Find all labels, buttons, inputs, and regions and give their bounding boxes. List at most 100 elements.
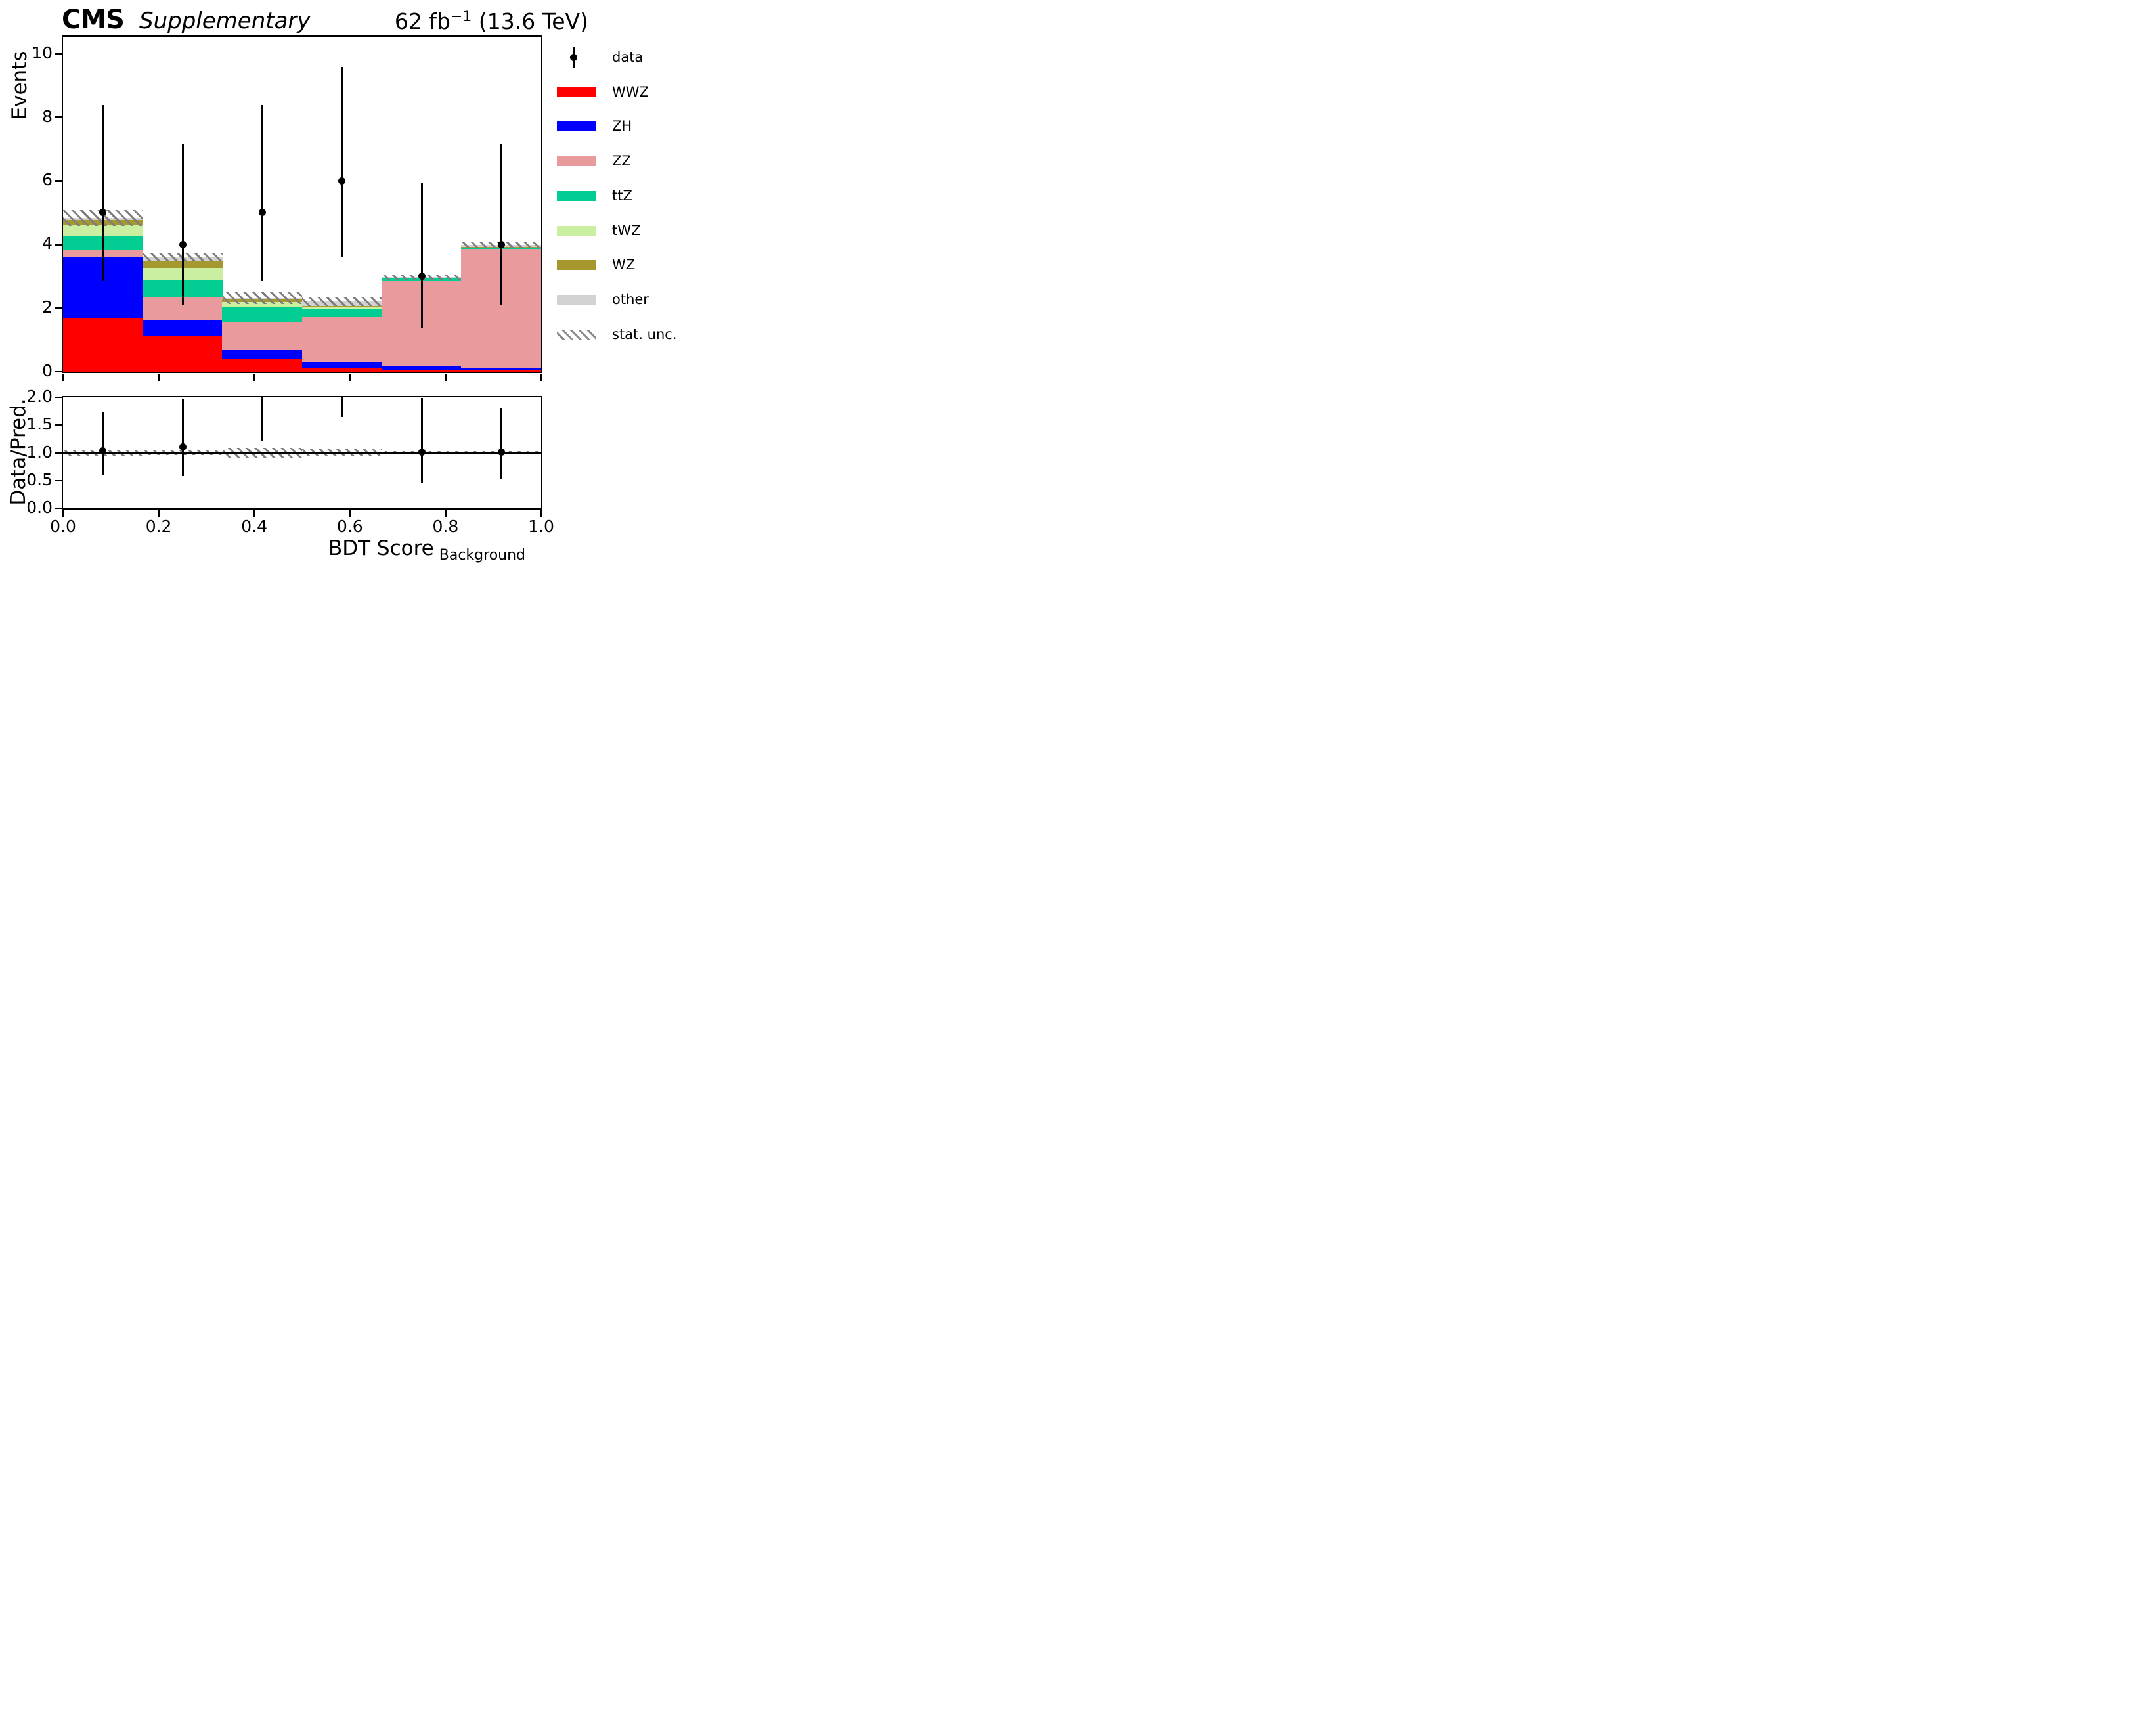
main-x-tick [540, 373, 542, 381]
data-error-bar [181, 144, 184, 305]
ratio-error-bar [420, 397, 423, 483]
legend-item-label: WWZ [612, 83, 649, 100]
legend-item-ttz: ttZ [556, 186, 717, 206]
stack-segment-ZH [382, 365, 462, 370]
legend-color-swatch [557, 121, 596, 132]
experiment-label: CMS [62, 5, 125, 35]
main-y-tick [54, 370, 62, 373]
ratio-y-axis-title: Data/Pred. [7, 398, 30, 506]
luminosity-label: 62 fb−1 (13.6 TeV) [394, 9, 588, 34]
ratio-error-bar [181, 398, 184, 476]
stack-segment-WWZ [63, 317, 143, 372]
lumi-prefix: 62 fb [394, 9, 451, 34]
ratio-y-tick [54, 396, 62, 399]
stack-segment-WZ [301, 306, 382, 307]
main-y-tick [54, 244, 62, 246]
stack-segment-WWZ [143, 336, 223, 372]
legend-item-label: ZZ [612, 153, 631, 169]
data-error-bar [261, 105, 263, 282]
main-x-tick [349, 373, 351, 381]
ratio-y-tick [54, 424, 62, 426]
ratio-point-marker [418, 449, 426, 456]
stack-segment-ZZ [301, 317, 382, 363]
ratio-x-tick [540, 510, 542, 517]
main-y-tick [54, 53, 62, 55]
stat-uncertainty-band [222, 291, 302, 305]
legend-item-twz: tWZ [556, 221, 717, 240]
ratio-y-tick-label: 1.0 [26, 442, 53, 462]
ratio-y-tick-label: 1.5 [26, 414, 53, 434]
legend-color-swatch [557, 225, 596, 236]
stack-segment-WWZ [222, 359, 303, 372]
stack-segment-ZZ [222, 321, 303, 350]
ratio-x-tick [445, 510, 447, 517]
ratio-error-bar [102, 411, 104, 476]
main-y-tick [54, 180, 62, 182]
main-x-tick [445, 373, 447, 381]
data-point-marker [179, 240, 187, 248]
ratio-y-tick-label: 0.0 [26, 498, 53, 517]
main-plot-area [63, 37, 541, 372]
x-tick-label: 0.8 [432, 517, 459, 536]
legend-item-wz: WZ [556, 255, 717, 275]
ratio-reference-line [63, 452, 541, 454]
legend-color-swatch [557, 294, 596, 305]
legend-color-swatch [557, 260, 596, 271]
main-y-tick [54, 307, 62, 309]
legend-item-other: other [556, 290, 717, 309]
data-error-bar [420, 183, 423, 328]
legend-hatch-swatch [557, 329, 596, 340]
supplementary-label: Supplementary [139, 8, 311, 34]
data-point-marker [418, 273, 426, 280]
stack-segment-ZH [143, 320, 223, 336]
legend-item-label: stat. unc. [612, 326, 677, 342]
stack-segment-WWZ [461, 370, 541, 372]
ratio-y-tick-label: 2.0 [26, 387, 53, 406]
stack-segment-ttZ [222, 307, 303, 322]
legend-item-wwz: WWZ [556, 82, 717, 102]
x-axis-title-main: BDT Score [328, 537, 434, 560]
ratio-plot-panel: 0.0 0.5 1.0 1.5 2.0 0.0 0.2 0.4 0.6 0.8 1.0 [26, 387, 554, 536]
ratio-y-tick-label: 0.5 [26, 470, 53, 489]
ratio-error-bar [500, 408, 502, 479]
ratio-x-tick [349, 510, 351, 517]
legend-color-swatch [557, 156, 596, 167]
data-error-bar [500, 144, 502, 305]
ratio-y-tick [54, 452, 62, 454]
ratio-point-marker [179, 443, 187, 450]
legend-item-label: data [612, 49, 644, 65]
data-point-marker [258, 209, 266, 217]
main-y-tick-label: 8 [42, 106, 53, 126]
stack-segment-tWZ [222, 301, 303, 308]
legend-item-zz: ZZ [556, 151, 717, 171]
ratio-error-bar [341, 397, 343, 418]
legend-color-swatch [557, 87, 596, 97]
data-error-bar [102, 105, 104, 282]
main-y-tick-label: 10 [32, 43, 53, 62]
legend-item-data: data [556, 47, 717, 68]
stack-segment-ttZ [301, 309, 382, 318]
stat-uncertainty-band [302, 297, 382, 306]
x-axis-title: BDT Score Background [328, 537, 525, 563]
ratio-y-tick [54, 479, 62, 481]
legend-color-swatch [557, 190, 596, 201]
ratio-point-marker [99, 447, 107, 454]
main-y-tick-label: 6 [42, 170, 53, 190]
ratio-x-tick [62, 510, 64, 517]
legend-item-stat-unc-: stat. unc. [556, 324, 717, 344]
title-row: CMS Supplementary 62 fb−1 (13.6 TeV) [62, 3, 588, 35]
legend-item-label: ZH [612, 118, 632, 135]
main-x-tick [62, 373, 64, 381]
main-y-tick-label: 0 [42, 361, 53, 380]
main-y-axis-title: Events [8, 51, 32, 120]
ratio-point-marker [497, 449, 505, 456]
stack-segment-tWZ [301, 307, 382, 310]
ratio-y-tick [54, 507, 62, 510]
ratio-error-bar [261, 397, 263, 441]
ratio-plot-area [63, 397, 541, 508]
stack-segment-ZH [222, 349, 303, 359]
x-tick-label: 0.2 [145, 517, 172, 536]
x-tick-label: 0.0 [50, 517, 76, 536]
data-error-bar [341, 67, 343, 257]
legend-item-label: WZ [612, 257, 636, 273]
